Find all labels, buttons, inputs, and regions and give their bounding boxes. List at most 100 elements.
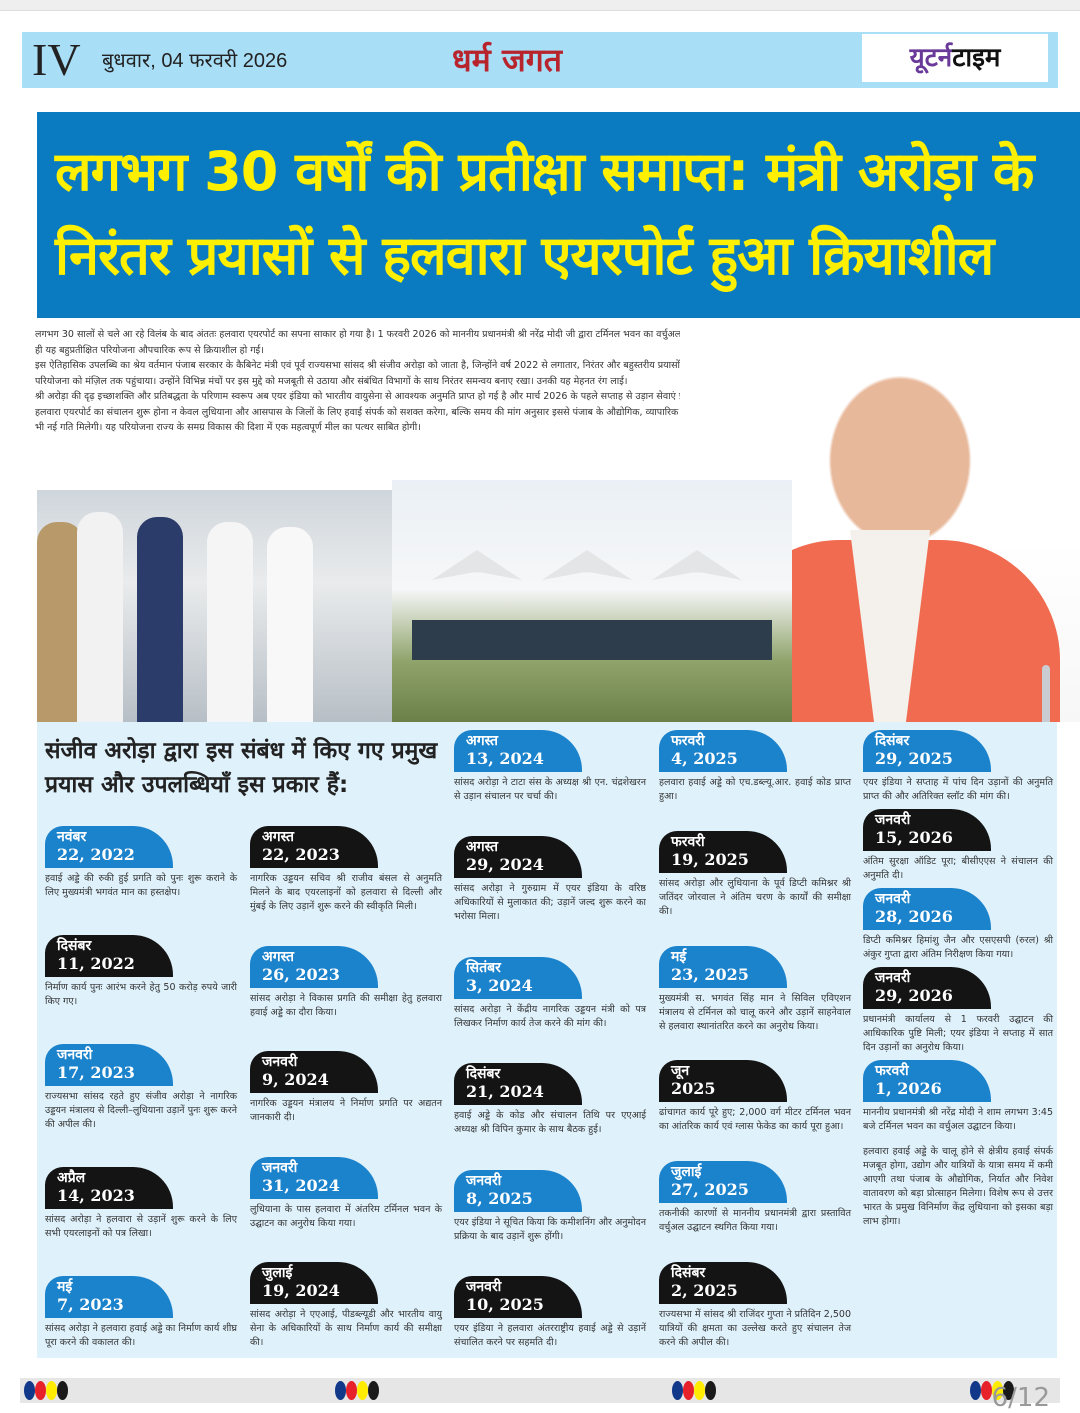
date-badge: दिसंबर 29, 2025	[863, 730, 991, 772]
badge-month: दिसंबर	[466, 1066, 501, 1083]
timeline-column: फरवरी 4, 2025 हलवारा हवाई अड्डे को एच.डब्ल…	[659, 730, 851, 1350]
badge-month: जुलाई	[671, 1164, 702, 1181]
date-badge: दिसंबर 2, 2025	[659, 1261, 787, 1304]
date-badge: फरवरी 19, 2025	[659, 830, 787, 873]
registration-dot	[992, 1381, 1003, 1400]
badge-date: 21, 2024	[466, 1082, 544, 1102]
date-badge: मई 7, 2023	[45, 1276, 173, 1318]
badge-month: अप्रैल	[57, 1170, 86, 1186]
timeline-column: दिसंबर 29, 2025 एयर इंडिया ने सप्ताह में प…	[863, 730, 1053, 1229]
badge-month: फरवरी	[671, 833, 705, 850]
timeline-section: संजीव अरोड़ा द्वारा इस संबंध में किए गए …	[37, 722, 1057, 1358]
registration-dot	[1003, 1381, 1014, 1400]
registration-dots	[335, 1381, 379, 1400]
badge-date: 19, 2024	[262, 1281, 340, 1300]
person-figure	[137, 517, 183, 722]
timeline-entry: जुलाई 19, 2024 सांसद अरोड़ा ने एएआई, पीडब्…	[250, 1262, 442, 1350]
badge-month: जनवरी	[875, 812, 911, 828]
entry-text: प्रधानमंत्री कार्यालय से 1 फरवरी उद्घाटन…	[863, 1014, 1053, 1053]
registration-dot	[705, 1381, 716, 1400]
badge-date: 29, 2026	[875, 986, 953, 1005]
person-figure	[207, 522, 253, 722]
badge-month: जनवरी	[262, 1159, 298, 1176]
timeline-entry: जनवरी 28, 2026 डिप्टी कमिश्नर हिमांशु जैन …	[863, 888, 1053, 962]
date-badge: जनवरी 10, 2025	[454, 1275, 582, 1318]
viewer-top-bar	[0, 0, 1080, 11]
intro-paragraph: लगभग 30 सालों से चले आ रहे विलंब के बाद …	[35, 329, 773, 356]
date-badge: अगस्त 26, 2023	[250, 945, 378, 988]
badge-month: दिसंबर	[671, 1264, 706, 1281]
date-badge: जनवरी 9, 2024	[250, 1051, 378, 1093]
entry-text: सांसद अरोड़ा ने विकास प्रगति की समीक्षा …	[250, 992, 442, 1018]
entry-text: सांसद अरोड़ा और लुधियाना के पूर्व डिप्टी…	[659, 877, 851, 917]
entry-text: हवाई अड्डे की रुकी हुई प्रगति को पुनः शु…	[45, 873, 237, 898]
entry-text: राज्यसभा सांसद रहते हुए संजीव अरोड़ा ने …	[45, 1091, 237, 1130]
scrollbar[interactable]	[1042, 665, 1050, 735]
entry-text: तकनीकी कारणों से माननीय प्रधानमंत्री द्व…	[659, 1208, 851, 1234]
badge-date: 29, 2024	[466, 855, 544, 875]
registration-dots	[672, 1381, 716, 1400]
person-figure	[267, 527, 313, 722]
badge-date: 2025	[671, 1079, 716, 1099]
registration-dot	[981, 1381, 992, 1400]
registration-dot	[368, 1381, 379, 1400]
registration-dot	[35, 1381, 46, 1400]
headline-line1: लगभग 30 वर्षों की प्रतीक्षा समाप्त: मंत्…	[55, 140, 1034, 203]
inspection-group-photo	[37, 490, 392, 722]
date-badge: जनवरी 15, 2026	[863, 809, 991, 851]
timeline-entry: जनवरी 10, 2025 एयर इंडिया ने हलवारा अंतररा…	[454, 1275, 646, 1350]
badge-month: अगस्त	[262, 829, 295, 845]
timeline-column: अगस्त 22, 2023 नागरिक उड्डयन सचिव श्री राज…	[250, 826, 442, 1350]
badge-month: जनवरी	[262, 1054, 298, 1070]
entry-text: एयर इंडिया ने सप्ताह में पांच दिन उड़ानो…	[863, 777, 1053, 802]
entry-text: एयर इंडिया ने सूचित किया कि कमीशनिंग और …	[454, 1216, 646, 1242]
registration-dots	[24, 1381, 68, 1400]
date-badge: जनवरी 28, 2026	[863, 888, 991, 930]
intro-text: लगभग 30 सालों से चले आ रहे विलंब के बाद …	[35, 327, 775, 436]
headline-line2: निरंतर प्रयासों से हलवारा एयरपोर्ट हुआ क…	[55, 224, 994, 287]
registration-dot	[346, 1381, 357, 1400]
badge-date: 9, 2024	[262, 1070, 329, 1089]
timeline-entry: दिसंबर 29, 2025 एयर इंडिया ने सप्ताह में प…	[863, 730, 1053, 804]
registration-marks-bar	[20, 1378, 1060, 1403]
entry-text: सांसद अरोड़ा ने एएआई, पीडब्ल्यूडी और भार…	[250, 1309, 442, 1348]
person-figure	[77, 512, 123, 722]
timeline-entry: जनवरी 9, 2024 नागरिक उड्डयन मंत्रालय ने नि…	[250, 1051, 442, 1125]
date-badge: अगस्त 13, 2024	[454, 730, 582, 772]
badge-month: मई	[671, 948, 687, 965]
registration-dots	[970, 1381, 1014, 1400]
badge-date: 10, 2025	[466, 1294, 544, 1314]
intro-paragraph: श्री अरोड़ा की दृढ़ इच्छाशक्ति और प्रतिब…	[35, 391, 752, 402]
entry-text: सांसद अरोड़ा ने हलवारा हवाई अड्डे का निर…	[45, 1323, 237, 1348]
badge-date: 22, 2022	[57, 845, 135, 864]
timeline-entry: मई 23, 2025 मुख्यमंत्री स. भगवंत सिंह मान …	[659, 945, 851, 1034]
badge-month: अगस्त	[262, 948, 295, 965]
date-badge: फरवरी 1, 2026	[863, 1060, 991, 1102]
entry-text: सांसद अरोड़ा ने टाटा संस के अध्यक्ष श्री…	[454, 777, 646, 802]
badge-month: मई	[57, 1279, 73, 1295]
badge-date: 22, 2023	[262, 845, 340, 864]
badge-date: 27, 2025	[671, 1180, 749, 1200]
newspaper-logo: यूटर्नटाइम	[862, 34, 1048, 82]
timeline-entry: जनवरी 31, 2024 लुधियाना के पास हलवारा में …	[250, 1156, 442, 1231]
date-badge: फरवरी 4, 2025	[659, 730, 787, 772]
terminal-roof	[542, 550, 632, 580]
badge-date: 19, 2025	[671, 849, 749, 869]
timeline-entry: फरवरी 4, 2025 हलवारा हवाई अड्डे को एच.डब्ल…	[659, 730, 851, 804]
masthead: IV बुधवार, 04 फरवरी 2026 धर्म जगत यूटर्न…	[22, 32, 1058, 88]
badge-month: जनवरी	[466, 1278, 502, 1295]
badge-month: जनवरी	[466, 1172, 502, 1189]
badge-date: 1, 2026	[875, 1079, 942, 1098]
date-badge: अगस्त 22, 2023	[250, 826, 378, 868]
registration-dot	[694, 1381, 705, 1400]
date-badge: जनवरी 8, 2025	[454, 1169, 582, 1212]
date-badge: सितंबर 3, 2024	[454, 956, 582, 999]
timeline-entry: जनवरी 29, 2026 प्रधानमंत्री कार्यालय से 1 …	[863, 967, 1053, 1055]
badge-month: अगस्त	[466, 839, 499, 856]
entry-text: माननीय प्रधानमंत्री श्री नरेंद्र मोदी ने…	[863, 1107, 1053, 1132]
badge-month: फरवरी	[671, 733, 705, 749]
badge-date: 2, 2025	[671, 1280, 738, 1300]
date-badge: मई 23, 2025	[659, 945, 787, 988]
publication-date: बुधवार, 04 फरवरी 2026	[102, 50, 288, 72]
intro-paragraph: इस ऐतिहासिक उपलब्धि का श्रेय वर्तमान पंज…	[35, 360, 740, 387]
